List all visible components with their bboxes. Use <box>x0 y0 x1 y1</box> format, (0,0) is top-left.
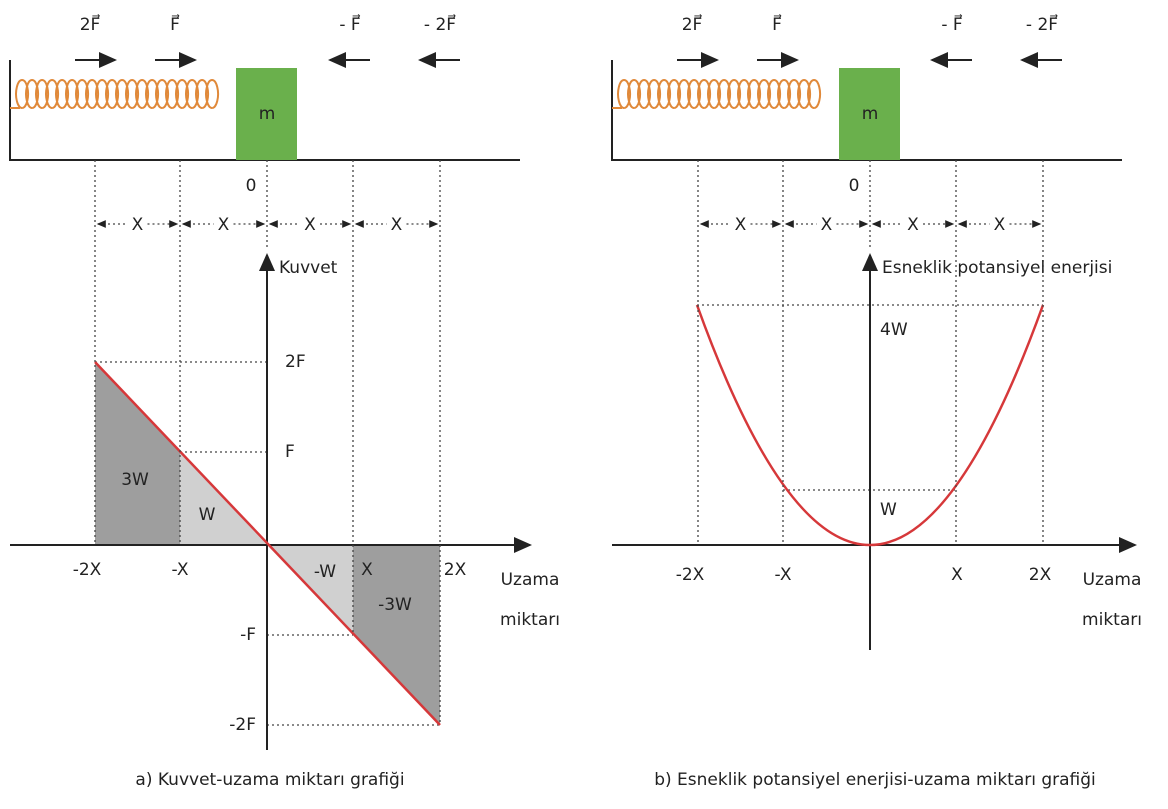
spacing-label: X <box>821 215 833 235</box>
spacing-label: X <box>304 215 316 235</box>
force-label: - 2F⃗ <box>1026 13 1058 35</box>
x-tick-label: -X <box>172 560 189 580</box>
diagram: m2F⃗F⃗- F⃗- 2F⃗0XXXXKuvvet-2X-XX2XUzamam… <box>0 0 1168 809</box>
x-tick-label: -2X <box>73 560 102 580</box>
spacing-label: X <box>735 215 747 235</box>
block-label: m <box>862 104 879 124</box>
area-label: -W <box>314 562 336 582</box>
panel-a-graph <box>10 255 530 750</box>
origin-label: 0 <box>246 176 257 196</box>
block-label: m <box>259 104 276 124</box>
y-axis-label: Kuvvet <box>279 258 338 278</box>
y-tick-label: -F <box>240 625 256 645</box>
force-label: F⃗ <box>170 13 180 35</box>
x-tick-label: 2X <box>444 560 467 580</box>
x-axis-label: miktarı <box>1082 610 1142 630</box>
spring <box>618 80 820 108</box>
x-tick-label: X <box>951 565 963 585</box>
x-tick-label: 2X <box>1029 565 1052 585</box>
spacing-label: X <box>907 215 919 235</box>
origin-label: 0 <box>849 176 860 196</box>
spacing-label: X <box>132 215 144 235</box>
force-label: - F⃗ <box>941 13 962 35</box>
spacing-label: X <box>391 215 403 235</box>
x-axis-label: miktarı <box>500 610 560 630</box>
force-label: - F⃗ <box>339 13 360 35</box>
x-tick-label: -X <box>775 565 792 585</box>
x-axis-label: Uzama <box>501 570 560 590</box>
y-tick-label: 4W <box>880 320 908 340</box>
y-axis-label: Esneklik potansiyel enerjisi <box>882 258 1112 278</box>
area-label: 3W <box>121 470 149 490</box>
x-tick-label: -2X <box>676 565 705 585</box>
area-label: W <box>199 505 216 525</box>
force-label: - 2F⃗ <box>424 13 456 35</box>
x-tick-label: X <box>361 560 373 580</box>
force-label: 2F⃗ <box>682 13 703 35</box>
caption: b) Esneklik potansiyel enerjisi-uzama mi… <box>654 770 1096 790</box>
force-label: 2F⃗ <box>80 13 101 35</box>
y-tick-label: 2F <box>285 352 306 372</box>
spacing-label: X <box>218 215 230 235</box>
y-tick-label: W <box>880 500 897 520</box>
caption: a) Kuvvet-uzama miktarı grafiği <box>135 770 404 790</box>
force-label: F⃗ <box>772 13 782 35</box>
y-tick-label: -2F <box>229 715 256 735</box>
panel-b-graph <box>612 255 1135 650</box>
spring <box>16 80 218 108</box>
x-axis-label: Uzama <box>1083 570 1142 590</box>
y-tick-label: F <box>285 442 295 462</box>
area-label: -3W <box>378 595 412 615</box>
spacing-label: X <box>994 215 1006 235</box>
